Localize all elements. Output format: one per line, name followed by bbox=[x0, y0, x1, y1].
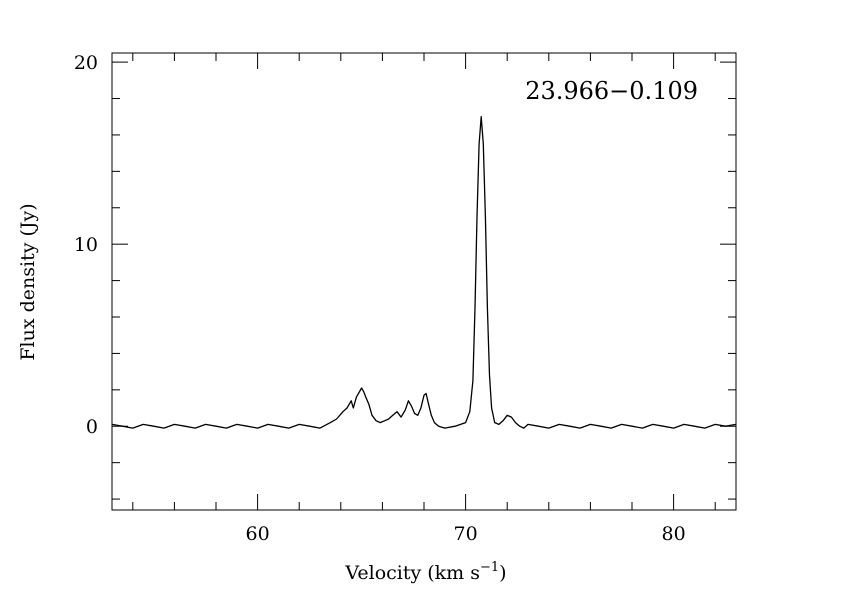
x-tick-label: 80 bbox=[662, 523, 686, 545]
source-annotation: 23.966−0.109 bbox=[525, 77, 698, 105]
y-tick-label: 10 bbox=[74, 234, 98, 256]
x-tick-label: 60 bbox=[246, 523, 270, 545]
axis-ticks bbox=[112, 53, 736, 510]
x-axis-label: Velocity (km s−1) bbox=[344, 560, 506, 584]
plot-frame bbox=[111, 52, 737, 511]
x-tick-label: 70 bbox=[454, 523, 478, 545]
axis-tick-labels: 60 70 80 0 10 20 bbox=[74, 52, 686, 545]
spectrum-line bbox=[111, 116, 737, 429]
y-tick-label: 0 bbox=[86, 416, 98, 438]
y-tick-label: 20 bbox=[74, 52, 98, 74]
y-axis-label: Flux density (Jy) bbox=[17, 203, 39, 360]
x-axis-label-superscript: −1 bbox=[480, 560, 499, 575]
